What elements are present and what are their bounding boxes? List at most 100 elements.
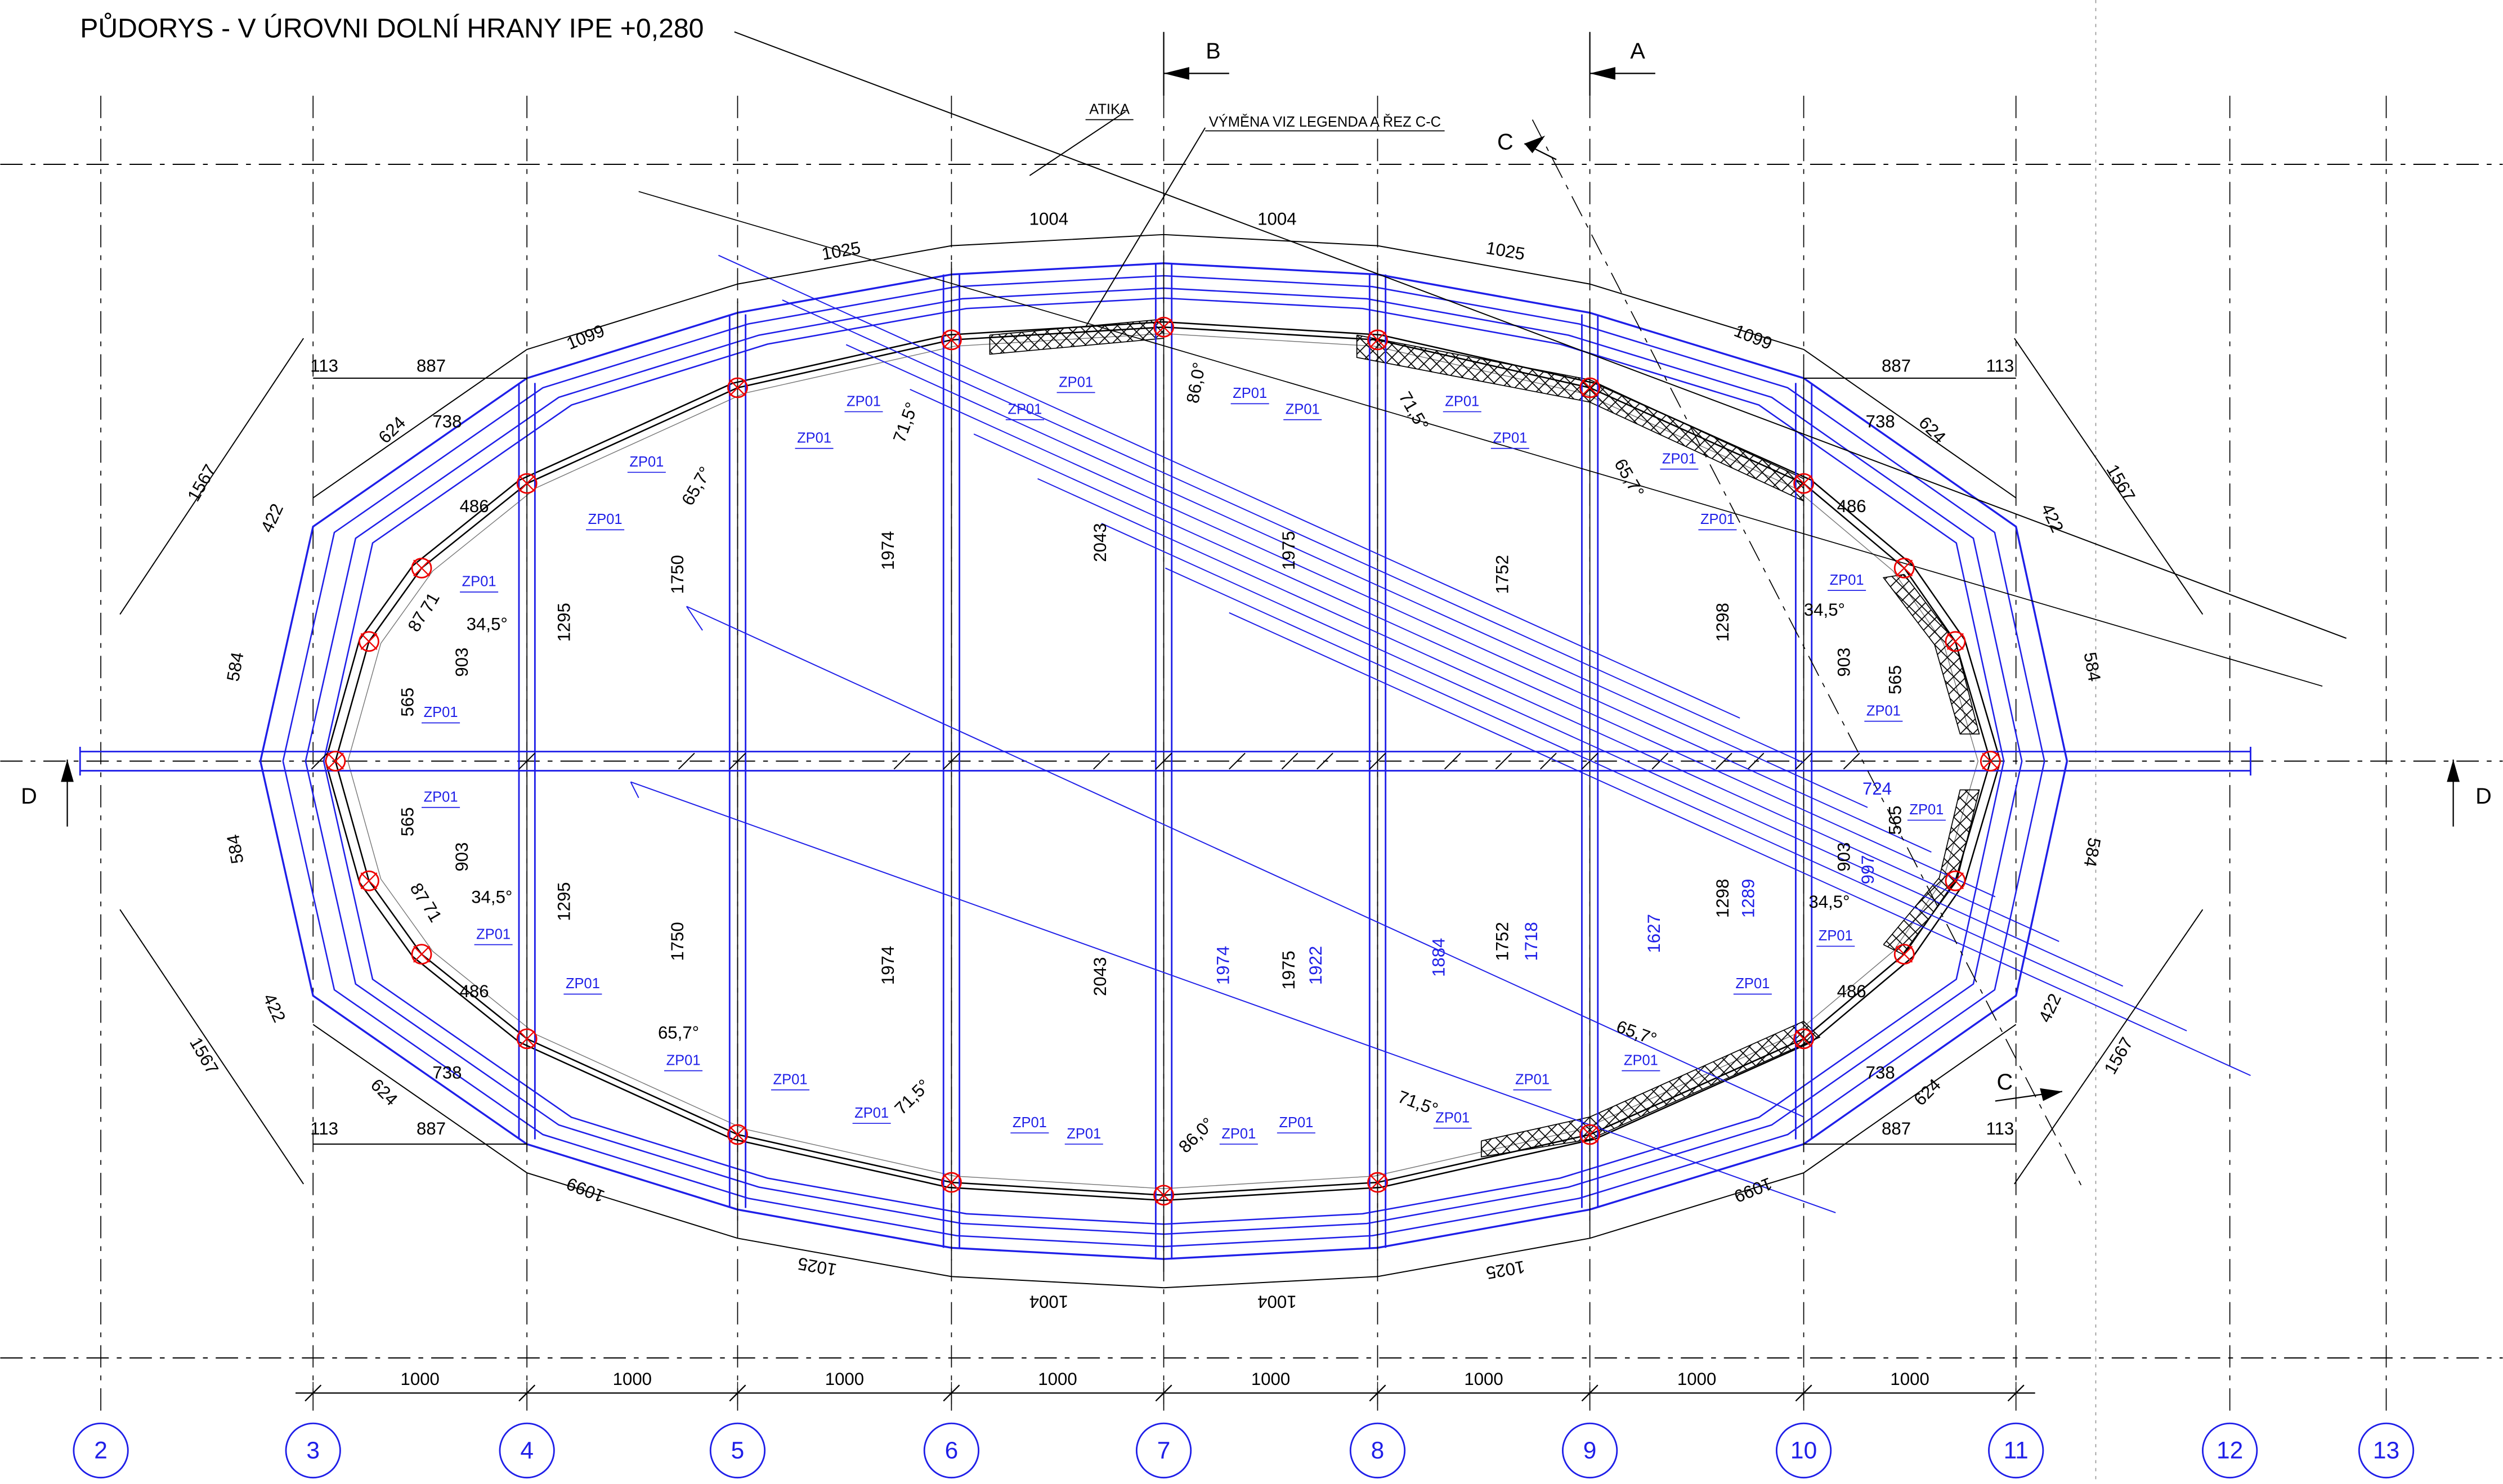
axis-label: 3 bbox=[306, 1437, 320, 1464]
roof-strip bbox=[1037, 478, 2059, 942]
leader bbox=[1085, 127, 1206, 328]
dimension-label: 1025 bbox=[1485, 238, 1526, 264]
roof-strip bbox=[910, 388, 1932, 853]
connection-label: ZP01 bbox=[1624, 1052, 1658, 1068]
dimension-tick bbox=[1581, 752, 1598, 770]
dimension-label: 486 bbox=[460, 981, 489, 1001]
roof-strip bbox=[845, 344, 1868, 808]
node bbox=[1793, 1028, 1815, 1050]
section-label: C bbox=[1497, 130, 1514, 155]
connection-label: ZP01 bbox=[847, 393, 881, 409]
dimension-label: 1004 bbox=[1029, 1292, 1068, 1312]
node-cross bbox=[943, 1174, 960, 1191]
dimension-label: 738 bbox=[432, 412, 462, 432]
angle-label: 65,7° bbox=[1610, 455, 1648, 501]
roof-strip bbox=[686, 606, 1804, 1118]
dimension-tick bbox=[1747, 752, 1765, 770]
dimension-label: 1000 bbox=[1464, 1369, 1503, 1389]
dimension-label: 1752 bbox=[1493, 922, 1512, 961]
dimension-label: 1298 bbox=[1713, 603, 1732, 642]
dimension-label: 1975 bbox=[1279, 531, 1298, 570]
dimension-tick bbox=[518, 752, 536, 770]
angle-label: 71,5° bbox=[889, 400, 922, 445]
axis-label: 13 bbox=[2373, 1437, 2399, 1464]
dimension-label: 422 bbox=[2037, 501, 2067, 536]
dimension-label: 1975 bbox=[1279, 951, 1298, 989]
node-cross bbox=[1946, 872, 1964, 890]
angle-label: 65,7° bbox=[1614, 1016, 1659, 1049]
connection-label: ZP01 bbox=[797, 430, 831, 446]
axis-label: 6 bbox=[945, 1437, 959, 1464]
connection-label: ZP01 bbox=[1008, 401, 1042, 417]
node-cross bbox=[326, 752, 344, 770]
roof-strip bbox=[1229, 612, 2251, 1077]
node bbox=[1945, 870, 1966, 891]
node bbox=[727, 1124, 748, 1145]
dimension-label: 113 bbox=[310, 356, 338, 375]
section-label: B bbox=[1206, 39, 1220, 64]
dimension-label: 1000 bbox=[1251, 1369, 1290, 1389]
dimension-line bbox=[312, 234, 2017, 499]
axis-bubble bbox=[2202, 1422, 2258, 1479]
axis-label: 8 bbox=[1371, 1437, 1385, 1464]
node-cross bbox=[1946, 633, 1964, 650]
outer-ring bbox=[259, 262, 2068, 1260]
node-cross bbox=[518, 1030, 536, 1047]
node-cross bbox=[1795, 1030, 1812, 1047]
dimension-label: 1000 bbox=[401, 1369, 440, 1389]
dimension-label: 2043 bbox=[1090, 957, 1110, 996]
dimension-label: 624 bbox=[375, 413, 410, 447]
dimension-label: 422 bbox=[2035, 990, 2065, 1025]
connection-label: ZP01 bbox=[462, 574, 496, 590]
dimension-label: 738 bbox=[1866, 412, 1895, 432]
dimension-label: 565 bbox=[1885, 805, 1905, 835]
connection-label: ZP01 bbox=[1909, 802, 1944, 818]
dimension-tick bbox=[311, 752, 328, 770]
dimension-label: 486 bbox=[1837, 981, 1866, 1001]
dimension-label: 565 bbox=[398, 688, 418, 717]
roof-strip bbox=[630, 781, 639, 799]
dimension-tick bbox=[1843, 752, 1860, 770]
section-mark bbox=[1524, 143, 1557, 160]
connection-label: ZP01 bbox=[1515, 1071, 1550, 1087]
section-arrow bbox=[1524, 136, 1546, 154]
dimension-label: 1922 bbox=[1306, 946, 1326, 985]
roof-strip bbox=[718, 254, 1740, 719]
dimension-label: 887 bbox=[417, 1119, 446, 1138]
dimension-label: 113 bbox=[1986, 1119, 2014, 1138]
dimension-tick bbox=[1795, 752, 1812, 770]
connection-label: ZP01 bbox=[1435, 1110, 1470, 1126]
axis-bubble bbox=[499, 1422, 555, 1479]
dimension-tick bbox=[1715, 752, 1732, 770]
axis-bubble bbox=[1349, 1422, 1406, 1479]
dimension-line bbox=[2014, 909, 2204, 1185]
connection-label: ZP01 bbox=[424, 705, 458, 720]
dimension-tick bbox=[1317, 752, 1333, 770]
node bbox=[325, 751, 346, 772]
dimension-label: 565 bbox=[398, 807, 418, 836]
annotation: VÝMĚNA VIZ LEGENDA A ŘEZ C-C bbox=[1209, 114, 1441, 130]
dimension-label: 422 bbox=[257, 501, 287, 536]
section-label: A bbox=[1630, 39, 1645, 64]
angle-label: 65,7° bbox=[678, 463, 715, 509]
dimension-label: 113 bbox=[310, 1119, 338, 1138]
axis-bubble bbox=[285, 1422, 341, 1479]
node-cross bbox=[1581, 1126, 1598, 1144]
connection-label: ZP01 bbox=[1286, 401, 1320, 417]
section-line bbox=[1532, 119, 2084, 1189]
node-cross bbox=[360, 872, 378, 890]
section-arrow bbox=[2040, 1088, 2062, 1101]
node-cross bbox=[1155, 319, 1172, 336]
node-cross bbox=[1896, 559, 1913, 577]
dimension-label: 624 bbox=[1910, 1075, 1945, 1110]
dimension-label: 1298 bbox=[1713, 879, 1732, 918]
dimension-label: 1025 bbox=[1485, 1257, 1526, 1283]
angle-label: 34,5° bbox=[471, 887, 512, 907]
connection-label: ZP01 bbox=[476, 926, 511, 942]
node-cross bbox=[1896, 945, 1913, 963]
dimension-label: 584 bbox=[223, 833, 248, 865]
dimension-label: 1000 bbox=[1677, 1369, 1716, 1389]
dimension-label: 1295 bbox=[554, 882, 574, 921]
node bbox=[1579, 377, 1601, 398]
